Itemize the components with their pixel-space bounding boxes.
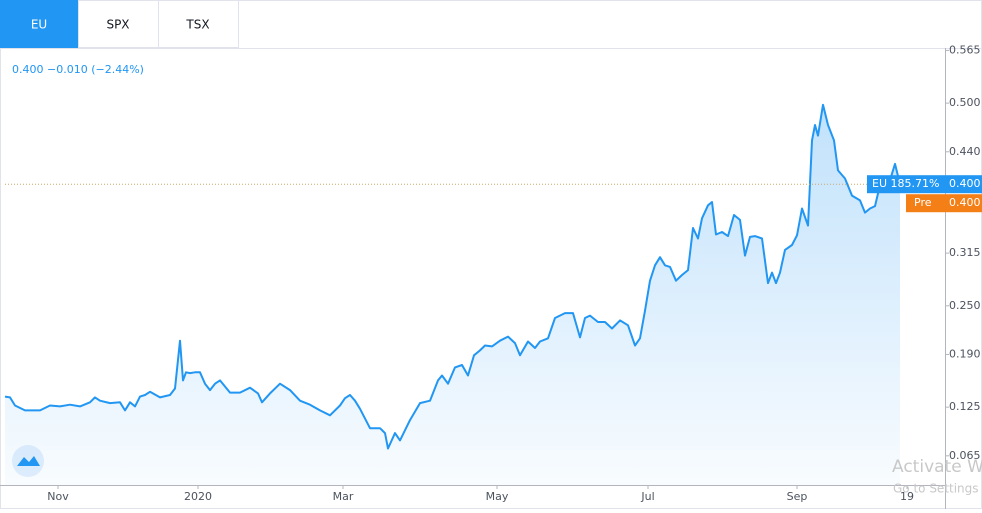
x-tick-label: May	[486, 490, 509, 503]
area	[5, 104, 900, 486]
tab-label[interactable]: SPX	[106, 18, 129, 32]
x-tick-label: Mar	[333, 490, 354, 503]
y-tick-label: 0.190	[949, 347, 981, 360]
y-tick-label: 0.315	[949, 246, 981, 259]
y-tick-label: 0.440	[949, 145, 981, 158]
last-price-label: 0.400	[949, 177, 981, 190]
watermark-subtitle: Go to Settings	[893, 482, 979, 496]
tab[interactable]	[158, 0, 239, 48]
pre-price-label: 0.400	[949, 196, 981, 209]
x-tick-label: Jul	[640, 490, 654, 503]
tab-active[interactable]	[0, 0, 78, 48]
pre-price-name: Pre	[914, 196, 932, 209]
last-price-name: EU 185.71%	[872, 177, 939, 190]
tab-label[interactable]: EU	[31, 18, 47, 32]
tab-label[interactable]: TSX	[185, 18, 209, 32]
pre-price-tag	[945, 194, 982, 213]
price-line	[4, 103, 901, 450]
y-tick-label: 0.500	[949, 96, 981, 109]
last-price-tag	[945, 175, 982, 194]
watermark-title: Activate W	[892, 457, 982, 477]
tab[interactable]	[78, 0, 159, 48]
y-tick-label: 0.065	[949, 449, 981, 462]
x-tick-label: 2020	[184, 490, 212, 503]
x-tick-label: Nov	[47, 490, 69, 503]
pre-price-badge	[906, 194, 945, 213]
y-tick-label: 0.565	[949, 43, 981, 56]
x-tick-label: 19	[900, 490, 914, 503]
plot: 0.565 0.500 0.440 0.315 0.250 0.190 0.125 0.065…	[4, 43, 982, 503]
last-price-badge	[867, 175, 945, 194]
y-tick-label: 0.125	[949, 400, 981, 413]
legend-value: 0.400 −0.010 (−2.44%)	[12, 63, 144, 76]
y-tick-label: 0.250	[949, 299, 981, 312]
x-tick-label: Sep	[787, 490, 808, 503]
